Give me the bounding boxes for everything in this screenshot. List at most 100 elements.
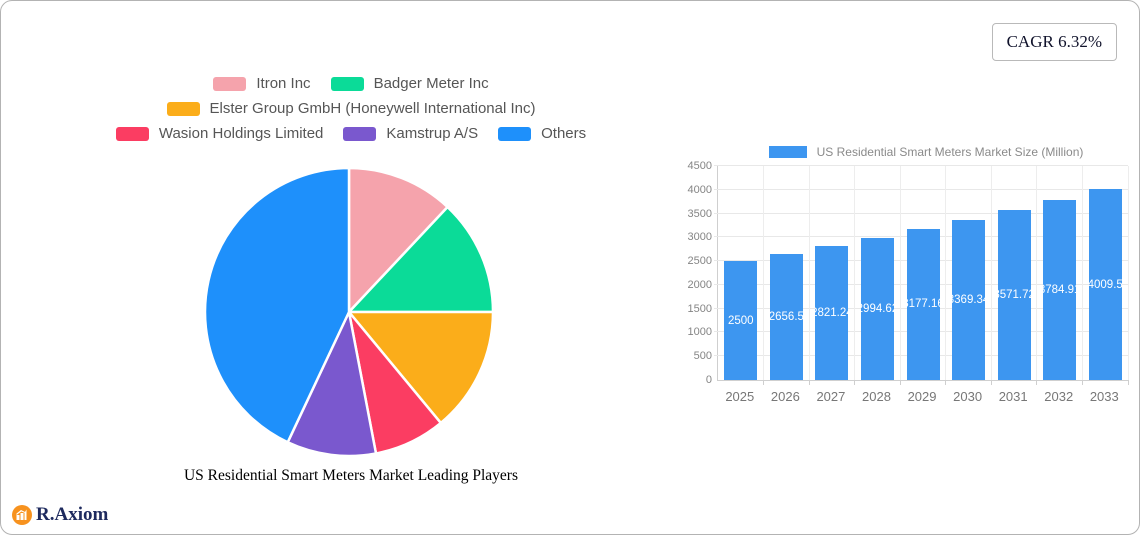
x-axis-tick bbox=[899, 380, 901, 385]
bar-value-label: 3369.34 bbox=[952, 293, 985, 306]
bar-value-label: 4009.5 bbox=[1088, 278, 1122, 291]
vertical-gridline bbox=[1127, 166, 1129, 380]
x-axis-label-2026: 2026 bbox=[770, 389, 800, 404]
legend-item-others[interactable]: Others bbox=[498, 125, 586, 142]
logo: R.Axiom bbox=[11, 504, 108, 526]
x-axis-label-2029: 2029 bbox=[907, 389, 937, 404]
legend-item-badger[interactable]: Badger Meter Inc bbox=[330, 75, 489, 92]
legend-item-itron[interactable]: Itron Inc bbox=[213, 75, 311, 92]
y-axis-label: 3000 bbox=[687, 231, 712, 244]
x-axis-tick bbox=[1036, 380, 1038, 385]
bar-2033: 4009.5 bbox=[1088, 189, 1122, 380]
bar-chart: US Residential Smart Meters Market Size … bbox=[687, 145, 1137, 404]
vertical-gridline bbox=[1036, 166, 1038, 380]
x-axis-label-2028: 2028 bbox=[862, 389, 891, 404]
cagr-badge: CAGR 6.32% bbox=[991, 23, 1117, 61]
x-axis-label-2031: 2031 bbox=[998, 389, 1028, 404]
vertical-gridline bbox=[990, 166, 992, 380]
y-axis-label: 1500 bbox=[687, 302, 712, 315]
bar-value-label: 2656.5 bbox=[769, 310, 803, 323]
x-axis-label-2027: 2027 bbox=[816, 389, 846, 404]
x-axis-tick bbox=[854, 380, 856, 385]
bar-chart-body: 0 500 1000 1500 2000 2500 3000 3500 4000 4500 250… bbox=[687, 160, 1137, 386]
legend-swatch-itron bbox=[213, 76, 247, 91]
logo-chart-icon bbox=[12, 505, 32, 525]
bar-value-label: 3177.16 bbox=[907, 298, 940, 311]
y-axis-label: 4000 bbox=[687, 183, 712, 196]
vertical-gridline bbox=[854, 166, 856, 380]
bar-2030: 3369.34 bbox=[952, 219, 986, 380]
horizontal-gridline bbox=[714, 165, 1128, 166]
pie-title: US Residential Smart Meters Market Leadi… bbox=[183, 467, 519, 484]
y-axis-label: 0 bbox=[705, 374, 712, 386]
horizontal-gridline bbox=[714, 212, 1128, 214]
legend-label-itron: Itron Inc bbox=[256, 75, 311, 92]
vertical-gridline bbox=[1081, 166, 1083, 380]
pie-legend-row-2: Elster Group GmbH (Honeywell Internation… bbox=[59, 100, 643, 117]
logo-text: R.Axiom bbox=[36, 504, 109, 525]
x-axis-tick bbox=[1081, 380, 1083, 385]
bar-2025: 2500 bbox=[724, 261, 758, 380]
legend-item-elster[interactable]: Elster Group GmbH (Honeywell Internation… bbox=[166, 100, 536, 117]
legend-item-kamstrup[interactable]: Kamstrup A/S bbox=[343, 125, 478, 142]
y-axis-label: 2000 bbox=[687, 278, 712, 291]
x-axis-tick bbox=[763, 380, 765, 385]
legend-label-others: Others bbox=[541, 125, 587, 142]
y-axis-label: 2500 bbox=[687, 255, 712, 268]
bar-2027: 2821.24 bbox=[815, 245, 849, 380]
legend-swatch-badger bbox=[330, 76, 364, 91]
x-axis-tick bbox=[1127, 380, 1129, 385]
x-axis-label-2033: 2033 bbox=[1089, 389, 1119, 404]
bar-2029: 3177.16 bbox=[906, 228, 940, 380]
legend-label-kamstrup: Kamstrup A/S bbox=[386, 125, 479, 142]
pie-legend-row-1: Itron Inc Badger Meter Inc bbox=[59, 75, 643, 92]
horizontal-gridline bbox=[714, 188, 1128, 190]
legend-label-badger: Badger Meter Inc bbox=[373, 75, 489, 92]
vertical-gridline bbox=[763, 166, 765, 380]
pie-chart bbox=[202, 165, 496, 459]
x-axis-label-2030: 2030 bbox=[953, 389, 983, 404]
legend-label-wasion: Wasion Holdings Limited bbox=[158, 125, 324, 142]
bar-legend-swatch bbox=[768, 146, 807, 158]
bar-value-label: 3784.91 bbox=[1043, 284, 1076, 296]
vertical-gridline bbox=[808, 166, 810, 380]
x-axis: 2025 2026 2027 2028 2029 2030 2031 2032 2033 bbox=[717, 389, 1127, 404]
legend-swatch-kamstrup bbox=[343, 126, 377, 141]
vertical-gridline bbox=[899, 166, 901, 380]
pie-legend: Itron Inc Badger Meter Inc Elster Group … bbox=[59, 75, 643, 142]
y-axis-label: 3500 bbox=[687, 207, 712, 220]
legend-swatch-elster bbox=[166, 101, 200, 116]
bar-2026: 2656.5 bbox=[769, 253, 803, 380]
legend-swatch-others bbox=[498, 126, 532, 141]
bar-value-label: 2500 bbox=[727, 314, 754, 327]
vertical-gridline bbox=[945, 166, 947, 380]
x-axis-label-2025: 2025 bbox=[725, 389, 755, 404]
legend-label-elster: Elster Group GmbH (Honeywell Internation… bbox=[209, 100, 536, 117]
bar-2032: 3784.91 bbox=[1043, 200, 1077, 380]
x-axis-tick bbox=[990, 380, 992, 385]
pie-slice-0 bbox=[347, 166, 449, 314]
pie-slice-1 bbox=[347, 205, 495, 314]
bar-value-label: 2821.24 bbox=[815, 306, 848, 319]
x-axis-label-2032: 2032 bbox=[1044, 389, 1074, 404]
x-axis-tick bbox=[808, 380, 810, 385]
y-axis-label: 4500 bbox=[687, 160, 712, 172]
legend-item-wasion[interactable]: Wasion Holdings Limited bbox=[115, 125, 324, 142]
pie-slice-2 bbox=[347, 310, 495, 425]
bar-chart-legend[interactable]: US Residential Smart Meters Market Size … bbox=[715, 145, 1137, 159]
y-axis: 0 500 1000 1500 2000 2500 3000 3500 4000 4500 bbox=[687, 160, 717, 386]
pie-slice-5 bbox=[203, 166, 351, 444]
y-axis-label: 1000 bbox=[687, 326, 712, 339]
bar-legend-label: US Residential Smart Meters Market Size … bbox=[816, 145, 1084, 159]
pie-legend-row-3: Wasion Holdings Limited Kamstrup A/S Oth… bbox=[59, 125, 643, 142]
legend-swatch-wasion bbox=[115, 126, 149, 141]
pie-slice-4 bbox=[286, 310, 378, 458]
y-axis-label: 500 bbox=[693, 350, 712, 363]
pie-chart-svg bbox=[203, 166, 495, 458]
